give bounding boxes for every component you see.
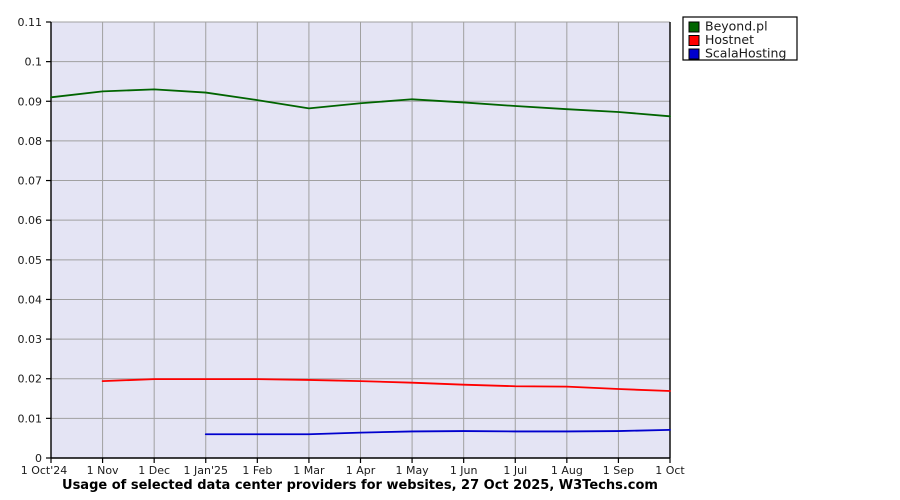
y-axis-tick-label: 0.02 [18,373,43,386]
x-axis-tick-label: 1 Sep [603,464,634,477]
x-axis-ticks: 1 Oct'24 1 Nov 1 Dec 1 Jan'25 1 Feb 1 Mar 1 Ap… [21,458,685,477]
legend-label-scalahosting: ScalaHosting [705,46,786,61]
y-axis-tick-label: 0.06 [18,214,43,227]
x-axis-tick-label: 1 Jun [450,464,478,477]
grid-lines [51,21,671,458]
legend-label-hostnet: Hostnet [705,32,754,47]
square-swatch-icon [688,48,700,60]
x-axis-tick-label: 1 Mar [293,464,325,477]
square-swatch-icon [688,21,700,33]
series-line-beyond-pl [50,88,671,118]
square-swatch-icon [688,35,700,46]
chart-caption: Usage of selected data center providers … [62,478,658,493]
x-axis-tick-label: 1 Jul [503,464,527,477]
legend-label-beyond-pl: Beyond.pl [705,19,768,34]
x-axis-tick-label: 1 May [395,464,429,477]
series-line-scalahosting [204,428,671,436]
y-axis-tick-label: 0.05 [18,254,43,267]
y-axis-tick-label: 0.01 [18,412,43,425]
x-axis-tick-label: 1 Feb [242,464,272,477]
y-axis-tick-label: 0.04 [18,293,43,306]
data-series-layer [50,88,671,436]
y-axis-tick-label: 0.03 [18,333,43,346]
y-axis-tick-label: 0.08 [18,135,43,148]
x-axis-tick-label: 1 Dec [138,464,170,477]
y-axis-tick-label: 0.11 [18,16,43,29]
x-axis-tick-label: 1 Nov [87,464,119,477]
series-line-hostnet [101,378,671,392]
legend-box [682,16,798,61]
y-axis-tick-label: 0.1 [25,56,43,69]
y-axis-tick-label: 0.07 [18,175,43,188]
x-axis-tick-label: 1 Apr [346,464,376,477]
x-axis-tick-label: 1 Aug [551,464,583,477]
y-axis-ticks: 0 0.01 0.02 0.03 0.04 0.05 0.06 0.07 0.08 0.09 0.1… [18,16,51,465]
y-axis-tick-label: 0.09 [18,95,43,108]
x-axis-tick-label: 1 Jan'25 [184,464,228,477]
x-axis-tick-label: 1 Oct [655,464,685,477]
x-axis-tick-label: 1 Oct'24 [21,464,68,477]
y-axis-tick-label: 0 [35,452,42,465]
